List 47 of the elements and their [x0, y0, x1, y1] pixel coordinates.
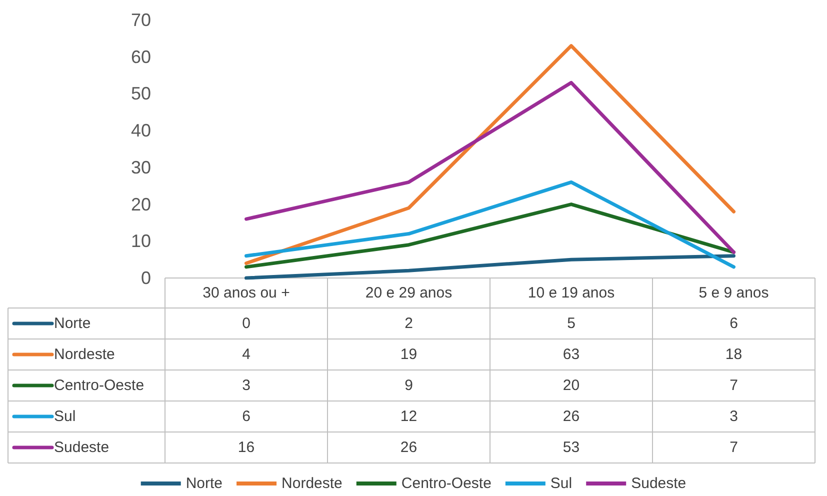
x-tick-label: 5 e 9 anos: [698, 284, 769, 302]
data-label: 26: [562, 408, 580, 425]
text: Norte: [186, 475, 223, 492]
data-label: 3: [730, 408, 738, 425]
data-label: 20: [562, 377, 580, 394]
data-label: 18: [725, 346, 742, 363]
data-label: 5: [567, 315, 576, 332]
line-series: [244, 180, 736, 269]
line-series: [244, 254, 736, 280]
text: Sudeste: [54, 439, 110, 456]
data-label: 6: [730, 315, 738, 332]
y-tick-label: 70: [130, 10, 151, 30]
legend-label: Sul: [550, 475, 572, 492]
legend-label: Sudeste: [631, 475, 686, 492]
data-label: 7: [730, 377, 738, 394]
text: Nordeste: [282, 475, 342, 492]
data-label: 53: [562, 439, 580, 456]
data-label: 12: [400, 408, 418, 425]
y-tick-label: 10: [130, 231, 151, 252]
line-series: [244, 44, 736, 266]
line-series: [244, 80, 736, 254]
data-label: 19: [400, 346, 418, 363]
y-tick-label: 40: [130, 120, 151, 141]
y-tick-label: 20: [130, 194, 151, 214]
y-tick-label: 30: [130, 157, 151, 178]
y-tick-label: 50: [130, 84, 151, 104]
legend-label: Nordeste: [54, 346, 115, 363]
y-tick-label: 60: [130, 46, 151, 67]
data-label: 0: [242, 315, 250, 332]
data-label: 26: [400, 439, 418, 456]
x-tick-label: 30 anos ou +: [202, 284, 290, 302]
data-label: 6: [242, 408, 250, 425]
text: Sul: [54, 408, 76, 425]
legend-label: Centro-Oeste: [54, 377, 144, 394]
x-tick-label: 10 e 19 anos: [528, 284, 615, 302]
data-label: 2: [404, 315, 413, 332]
text: Centro-Oeste: [401, 475, 492, 492]
data-label: 4: [242, 346, 250, 363]
x-tick-label: 20 e 29 anos: [365, 284, 452, 302]
legend-label: Norte: [54, 315, 91, 332]
data-label: 63: [562, 346, 580, 363]
data-label: 7: [730, 439, 738, 456]
data-label: 3: [242, 377, 250, 394]
y-tick-label: 0: [140, 268, 151, 288]
data-label: 9: [404, 377, 413, 394]
line-series: [244, 202, 736, 269]
data-label: 16: [238, 439, 255, 456]
